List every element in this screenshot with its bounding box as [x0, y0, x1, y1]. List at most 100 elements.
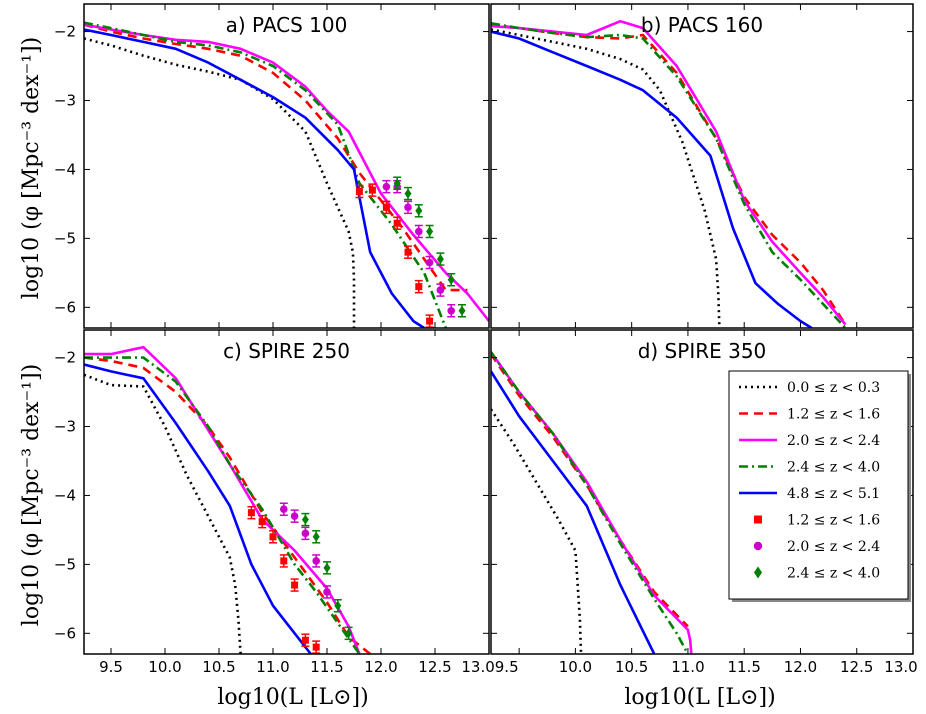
y-tick-label: −6: [54, 298, 76, 316]
y-tick-label: −4: [54, 160, 76, 178]
x-tick-label: 11.0: [256, 658, 289, 676]
data-point-square: [269, 533, 277, 541]
series-line-0: [491, 408, 583, 654]
series-line-4: [491, 370, 656, 654]
panel-2-series: [84, 345, 372, 654]
series-line-3: [84, 21, 448, 328]
y-tick-label: −5: [54, 555, 76, 573]
x-tick-label: 11.5: [727, 658, 760, 676]
data-point-diamond: [301, 514, 309, 525]
series-line-1: [84, 23, 468, 292]
legend-label: 0.0 ≤ z < 0.3: [787, 380, 880, 396]
panel-3: 10.0 10.5 11.0 11.5 12.0 12.5 13.0 d) SPIRE 350: [490, 329, 918, 676]
data-point-diamond: [393, 178, 401, 189]
panel-title: a) PACS 100: [226, 13, 348, 37]
data-point-circle: [425, 258, 434, 267]
y-tick-label: −6: [54, 624, 76, 642]
panel-title: b) PACS 160: [641, 13, 763, 37]
legend-label: 2.4 ≤ z < 4.0: [787, 566, 880, 582]
legend-label: 2.0 ≤ z < 2.4: [787, 539, 880, 555]
y-tick-label: −2: [54, 23, 76, 41]
series-line-4: [84, 28, 425, 328]
legend-marker-diamond: [754, 566, 762, 579]
legend-box: [728, 370, 909, 600]
data-point-circle: [301, 529, 310, 538]
data-point-square: [368, 186, 376, 194]
y-axis-label-bottom: log10 (φ [Mpc⁻³ dex⁻¹]): [19, 364, 44, 626]
x-tick-label: 10.5: [202, 658, 235, 676]
panel-1-series: [491, 19, 847, 328]
series-line-2: [84, 23, 489, 322]
data-point-square: [393, 219, 401, 227]
series-line-1: [491, 353, 689, 628]
data-point-diamond: [334, 600, 342, 611]
data-point-square: [312, 643, 320, 651]
panel-frame: [490, 3, 914, 329]
data-point-circle: [447, 306, 456, 315]
legend: 0.0 ≤ z < 0.3 1.2 ≤ z < 1.6 2.0 ≤ z < 2.4 2…: [728, 370, 911, 602]
x-tick-label: 11.5: [310, 658, 343, 676]
panels-group: −2 −3 −4 −5 −6 a) PACS 100 b) PACS 160 −2 −3 −4 −5…: [54, 3, 918, 676]
data-point-circle: [323, 588, 331, 596]
series-line-0: [84, 37, 356, 328]
data-point-circle: [280, 505, 288, 514]
y-tick-label: −5: [54, 229, 76, 247]
panel-1: b) PACS 160: [490, 3, 914, 329]
panel-0-series: [84, 21, 489, 328]
series-line-3: [491, 22, 847, 328]
data-point-square: [404, 248, 412, 256]
panel-3-series: [491, 351, 693, 654]
data-point-circle: [290, 512, 299, 520]
data-point-diamond: [345, 628, 353, 639]
panel-frame: [490, 329, 914, 655]
series-line-0: [84, 373, 242, 654]
data-point-diamond: [458, 305, 466, 316]
legend-marker-circle: [753, 541, 763, 551]
y-tick-label: −3: [54, 92, 76, 110]
x-tick-label: 10.5: [615, 658, 648, 676]
data-point-diamond: [415, 205, 423, 216]
legend-label: 2.4 ≤ z < 4.0: [787, 460, 880, 476]
x-axis-label-left: log10(L [L⊙]): [217, 685, 368, 710]
x-tick-label: 12.0: [364, 658, 397, 676]
y-axis-label-top: log10 (φ [Mpc⁻³ dex⁻¹]): [19, 37, 44, 299]
data-point-square: [280, 557, 288, 565]
x-tick-label: 11.0: [671, 658, 704, 676]
legend-label: 1.2 ≤ z < 1.6: [787, 407, 880, 423]
data-point-square: [382, 203, 390, 211]
data-point-diamond: [312, 531, 320, 542]
y-tick-label: −3: [54, 418, 76, 436]
data-point-diamond: [323, 562, 331, 573]
panel-0: −2 −3 −4 −5 −6 a) PACS 100: [54, 3, 490, 329]
data-point-diamond: [404, 188, 412, 199]
panel-frame: [83, 3, 490, 329]
panel-title: d) SPIRE 350: [638, 339, 767, 363]
x-tick-label: 9.5: [99, 658, 123, 676]
legend-label: 2.0 ≤ z < 2.4: [787, 433, 880, 449]
y-tick-label: −2: [54, 349, 76, 367]
y-tick-label: −4: [54, 486, 76, 504]
legend-marker-square: [754, 515, 762, 524]
x-tick-label: 12.5: [840, 658, 873, 676]
series-line-4: [491, 30, 813, 328]
series-line-2: [491, 19, 847, 326]
panel-title: c) SPIRE 250: [223, 339, 350, 363]
data-point-square: [258, 518, 266, 526]
legend-label: 4.8 ≤ z < 5.1: [787, 486, 880, 502]
series-line-3: [84, 356, 361, 654]
legend-label: 1.2 ≤ z < 1.6: [787, 513, 880, 529]
data-point-diamond: [426, 226, 434, 237]
series-line-4: [84, 363, 312, 654]
series-line-2: [84, 345, 361, 654]
data-point-square: [415, 283, 423, 291]
x-tick-label-merged: 13.09.5: [461, 658, 518, 676]
data-point-circle: [436, 286, 445, 294]
series-line-1: [491, 23, 847, 326]
series-line-1: [84, 356, 372, 654]
x-tick-label: 10.0: [148, 658, 181, 676]
data-point-square: [426, 317, 434, 325]
panel-frame: [83, 329, 490, 655]
data-point-diamond: [447, 274, 455, 285]
data-point-circle: [415, 227, 423, 236]
series-line-3: [491, 351, 690, 654]
